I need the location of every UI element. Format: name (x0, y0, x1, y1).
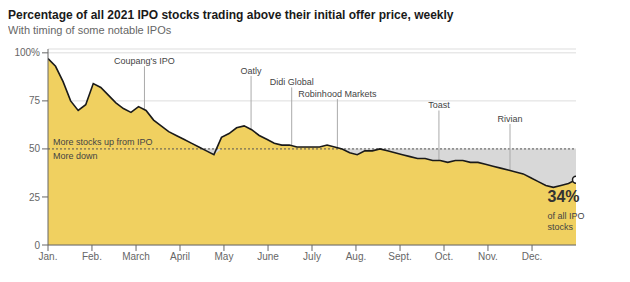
svg-text:Nov.: Nov. (478, 251, 498, 262)
svg-text:June: June (257, 251, 279, 262)
svg-text:25: 25 (29, 192, 41, 203)
svg-text:More down: More down (53, 151, 98, 161)
svg-text:April: April (170, 251, 190, 262)
html-text:Percentage of all 2021 IPO sto: Percentage of all 2021 IPO stocks tradin… (8, 8, 454, 22)
svg-text:Oct.: Oct. (435, 251, 453, 262)
svg-text:0: 0 (34, 240, 40, 251)
svg-text:50: 50 (29, 143, 41, 154)
svg-text:Jan.: Jan. (39, 251, 58, 262)
svg-text:Aug.: Aug. (346, 251, 367, 262)
svg-text:March: March (122, 251, 150, 262)
svg-text:Didi Global: Didi Global (270, 77, 314, 87)
svg-text:Toast: Toast (428, 100, 450, 110)
svg-text:Dec.: Dec. (522, 251, 543, 262)
html-text:With timing of some notable IP: With timing of some notable IPOs (8, 24, 172, 36)
svg-text:Rivian: Rivian (497, 114, 522, 124)
svg-text:Coupang's IPO: Coupang's IPO (114, 56, 175, 66)
svg-text:July: July (303, 251, 321, 262)
svg-text:100%: 100% (14, 47, 40, 58)
svg-text:Oatly: Oatly (241, 66, 263, 76)
svg-text:May: May (215, 251, 234, 262)
svg-text:Robinhood Markets: Robinhood Markets (298, 89, 377, 99)
svg-text:Feb.: Feb. (82, 251, 102, 262)
svg-text:stocks: stocks (548, 222, 574, 232)
svg-text:34%: 34% (548, 188, 580, 205)
svg-text:More stocks up from IPO: More stocks up from IPO (53, 137, 153, 147)
svg-text:75: 75 (29, 95, 41, 106)
svg-text:of all IPO: of all IPO (548, 211, 585, 221)
svg-text:Sept.: Sept. (388, 251, 411, 262)
